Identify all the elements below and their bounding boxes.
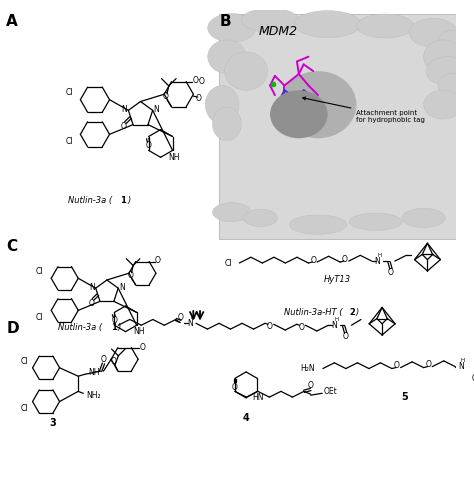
Ellipse shape [438, 73, 467, 98]
Text: 2: 2 [350, 308, 356, 318]
Text: NH: NH [168, 153, 180, 162]
Text: Nutlin-3a-HT (: Nutlin-3a-HT ( [283, 308, 342, 318]
Text: MO: MO [160, 259, 162, 260]
Text: N: N [122, 105, 128, 114]
Text: MO: MO [198, 79, 200, 80]
Text: 1: 1 [111, 323, 117, 332]
Text: N: N [331, 321, 337, 330]
Text: O: O [111, 316, 118, 325]
Text: Cl: Cl [224, 259, 232, 267]
Text: 5: 5 [401, 392, 408, 402]
Text: Cl: Cl [36, 313, 44, 321]
Ellipse shape [241, 8, 299, 32]
Text: Attachment point
for hydrophobic tag: Attachment point for hydrophobic tag [303, 97, 425, 123]
Text: A: A [6, 14, 18, 30]
Text: O: O [128, 271, 134, 280]
Text: H₂N: H₂N [301, 364, 315, 373]
Ellipse shape [289, 215, 347, 234]
Text: O: O [310, 256, 316, 264]
Text: O: O [178, 313, 183, 322]
Ellipse shape [205, 85, 239, 124]
Ellipse shape [212, 107, 241, 141]
Text: MO: MO [199, 79, 201, 80]
Ellipse shape [424, 40, 462, 73]
Ellipse shape [356, 14, 414, 38]
Text: 4: 4 [243, 413, 249, 422]
Text: NH: NH [133, 327, 145, 336]
Ellipse shape [424, 90, 462, 119]
Text: H: H [461, 358, 465, 364]
Text: NH₂: NH₂ [87, 391, 101, 400]
Text: MDM2: MDM2 [258, 25, 298, 38]
Text: O: O [100, 355, 107, 364]
Text: ): ) [118, 323, 121, 332]
Text: 3: 3 [49, 419, 56, 429]
Ellipse shape [244, 209, 277, 227]
Text: O: O [267, 322, 273, 331]
Text: D: D [6, 320, 19, 336]
Text: Cl: Cl [65, 88, 73, 97]
Ellipse shape [402, 208, 445, 228]
Text: 1: 1 [120, 196, 126, 205]
Text: O: O [232, 383, 238, 391]
Ellipse shape [270, 90, 328, 138]
Text: O: O [163, 92, 169, 102]
Ellipse shape [212, 203, 251, 222]
Text: Cl: Cl [20, 404, 28, 413]
Text: N: N [458, 362, 464, 371]
Text: O: O [120, 122, 127, 131]
Ellipse shape [426, 57, 469, 85]
Text: O: O [192, 76, 198, 85]
Ellipse shape [208, 40, 246, 73]
Text: N: N [154, 105, 159, 114]
Text: O: O [155, 256, 161, 265]
Text: O: O [426, 360, 431, 369]
Text: Cl: Cl [65, 137, 73, 146]
Ellipse shape [280, 71, 356, 138]
Ellipse shape [409, 18, 457, 47]
Text: O: O [299, 323, 304, 331]
Text: OEt: OEt [324, 387, 338, 396]
Text: O: O [146, 141, 152, 150]
Text: ): ) [127, 196, 130, 205]
Text: O: O [88, 299, 94, 308]
Text: O: O [388, 268, 394, 277]
Text: O: O [394, 361, 400, 370]
Text: N: N [187, 319, 193, 328]
Text: Nutlin-3a (: Nutlin-3a ( [68, 196, 112, 205]
Text: O: O [199, 77, 204, 86]
Text: N: N [89, 283, 95, 292]
Text: HyT13: HyT13 [324, 275, 351, 284]
Text: Cl: Cl [20, 356, 28, 365]
Text: Nutlin-3a (: Nutlin-3a ( [58, 323, 102, 332]
Ellipse shape [225, 52, 268, 90]
Text: HN: HN [252, 393, 264, 402]
Text: NH: NH [88, 368, 100, 377]
Text: O: O [196, 93, 201, 103]
Text: H: H [377, 253, 382, 258]
Ellipse shape [438, 30, 467, 54]
Ellipse shape [349, 213, 402, 230]
Text: O: O [343, 332, 348, 341]
Text: O: O [472, 374, 474, 383]
Text: N: N [119, 283, 125, 292]
Text: Cl: Cl [36, 267, 44, 276]
Text: B: B [219, 14, 231, 30]
Bar [219, 14, 456, 239]
Text: O: O [111, 357, 117, 366]
Text: O: O [342, 255, 348, 263]
Text: H: H [334, 317, 338, 322]
Text: C: C [6, 239, 18, 254]
Text: N: N [374, 257, 381, 265]
Text: H: H [190, 315, 194, 320]
Text: O: O [308, 381, 314, 390]
Ellipse shape [294, 11, 361, 37]
Ellipse shape [208, 13, 255, 42]
Text: ): ) [356, 308, 359, 318]
Text: O: O [140, 343, 146, 352]
